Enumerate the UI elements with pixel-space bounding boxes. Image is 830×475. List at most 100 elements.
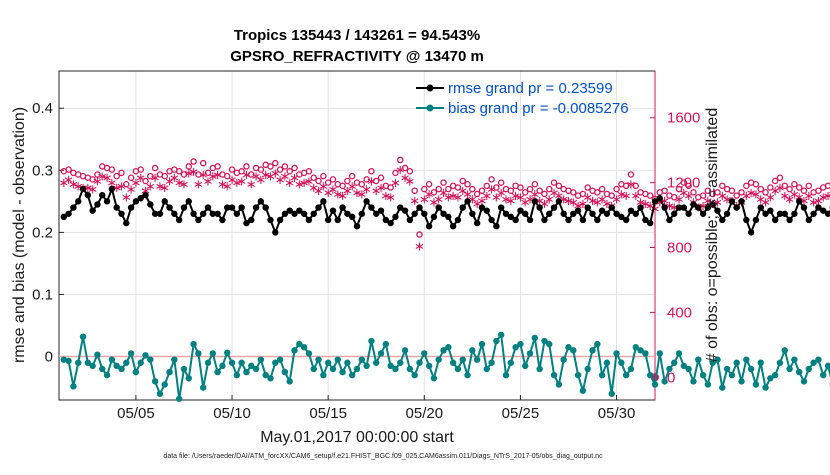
- rmse-point: [104, 198, 110, 204]
- rmse-point: [421, 211, 427, 217]
- bias-point: [311, 366, 317, 372]
- rmse-point: [527, 217, 533, 223]
- bias-point: [287, 378, 293, 384]
- bias-point: [224, 350, 230, 356]
- bias-point: [532, 335, 538, 341]
- rmse-point: [484, 207, 490, 213]
- rmse-point: [541, 217, 547, 223]
- bias-point: [397, 360, 403, 366]
- bias-point: [407, 366, 413, 372]
- rmse-point: [810, 211, 816, 217]
- rmse-point: [85, 192, 91, 198]
- rmse-point: [512, 217, 518, 223]
- bias-point: [152, 378, 158, 384]
- rmse-point: [637, 204, 643, 210]
- bias-point: [176, 396, 182, 402]
- bias-point: [690, 378, 696, 384]
- rmse-point: [262, 204, 268, 210]
- bias-point: [556, 381, 562, 387]
- rmse-point: [80, 186, 86, 192]
- rmse-point: [532, 198, 538, 204]
- rmse-point: [176, 217, 182, 223]
- rmse-point: [229, 204, 235, 210]
- bias-point: [469, 347, 475, 353]
- rmse-point: [70, 204, 76, 210]
- x-tick-label: 05/10: [213, 405, 251, 422]
- right-axis-label: # of obs: o=possible; ∗=assimilated: [704, 108, 721, 362]
- rmse-point: [311, 211, 317, 217]
- rmse-point: [219, 217, 225, 223]
- bias-point: [786, 366, 792, 372]
- rmse-point: [488, 217, 494, 223]
- bias-point: [378, 350, 384, 356]
- bias-point: [94, 351, 100, 357]
- rmse-point: [157, 211, 163, 217]
- rmse-point: [407, 217, 413, 223]
- rmse-point: [575, 207, 581, 213]
- bias-point: [580, 387, 586, 393]
- rmse-point: [75, 198, 81, 204]
- bias-point: [354, 366, 360, 372]
- bias-point: [820, 372, 826, 378]
- rmse-point: [801, 204, 807, 210]
- rmse-point: [109, 186, 115, 192]
- bias-point: [782, 347, 788, 353]
- bias-point: [560, 356, 566, 362]
- bias-point: [330, 366, 336, 372]
- bias-point: [493, 338, 499, 344]
- bias-point: [652, 381, 658, 387]
- x-tick-label: 05/25: [502, 405, 540, 422]
- bias-point: [195, 350, 201, 356]
- right-tick-label: 400: [667, 304, 692, 321]
- data-file-footnote: data file: /Users/raeder/DAI/ATM_forcXX/…: [163, 453, 603, 460]
- bias-point: [618, 360, 624, 366]
- right-tick-label: 1600: [667, 110, 700, 127]
- bias-point: [118, 366, 124, 372]
- rmse-point: [748, 229, 754, 235]
- bias-point: [258, 356, 264, 362]
- bias-point: [70, 383, 76, 389]
- y-tick-label: 0: [45, 349, 53, 366]
- bias-point: [349, 372, 355, 378]
- rmse-point: [806, 217, 812, 223]
- rmse-point: [623, 217, 629, 223]
- rmse-point: [724, 211, 730, 217]
- bias-point: [642, 350, 648, 356]
- rmse-point: [99, 192, 105, 198]
- x-tick-label: 05/30: [598, 405, 636, 422]
- bias-point: [166, 369, 172, 375]
- bias-point: [575, 372, 581, 378]
- rmse-point: [392, 214, 398, 220]
- rmse-point: [306, 217, 312, 223]
- rmse-point: [469, 211, 475, 217]
- bias-point: [825, 363, 830, 369]
- bias-point: [743, 356, 749, 362]
- bias-point: [585, 366, 591, 372]
- rmse-point: [536, 204, 542, 210]
- rmse-point: [248, 217, 254, 223]
- bias-point: [758, 360, 764, 366]
- bias-point: [772, 372, 778, 378]
- rmse-point: [594, 217, 600, 223]
- rmse-point: [166, 204, 172, 210]
- rmse-point: [445, 214, 451, 220]
- rmse-point: [753, 217, 759, 223]
- x-tick-label: 05/05: [117, 405, 155, 422]
- bias-point: [181, 366, 187, 372]
- bias-point: [546, 341, 552, 347]
- rmse-point: [416, 204, 422, 210]
- rmse-point: [734, 204, 740, 210]
- bias-point: [599, 372, 605, 378]
- legend-rmse-marker: [427, 85, 434, 92]
- bias-point: [421, 350, 427, 356]
- y-tick-label: 0.3: [32, 162, 53, 179]
- bias-point: [219, 363, 225, 369]
- bias-point: [267, 375, 273, 381]
- rmse-point: [190, 211, 196, 217]
- bias-point: [133, 369, 139, 375]
- bias-point: [719, 384, 725, 390]
- plot-area-frame: [59, 71, 655, 400]
- bias-point: [700, 372, 706, 378]
- bias-point: [291, 347, 297, 353]
